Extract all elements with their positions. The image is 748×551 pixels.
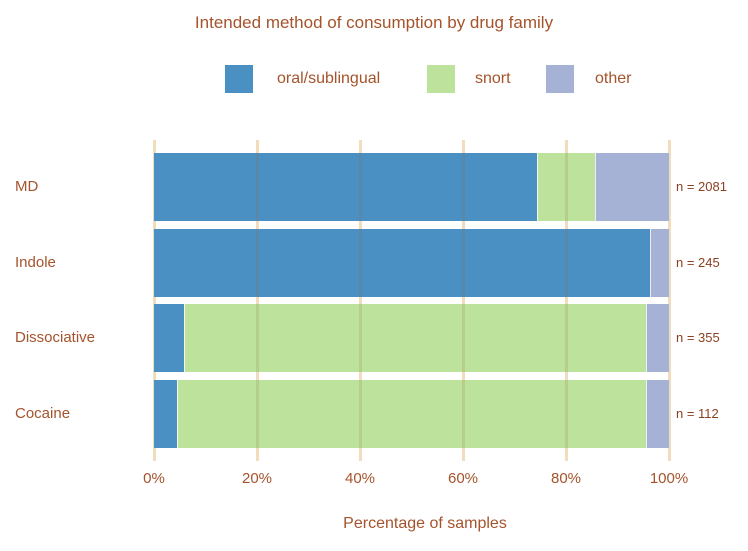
n-label: n = 245 [676, 254, 720, 270]
chart-title: Intended method of consumption by drug f… [194, 13, 554, 32]
bar-segment-oral-sublingual [154, 228, 651, 297]
bar-segment-other [645, 304, 669, 373]
x-tick-label: 20% [241, 470, 273, 487]
category-label: Cocaine [15, 404, 71, 422]
bar-segment-snort [177, 379, 646, 448]
bar-segment-other [645, 379, 669, 448]
row-grid-stripe [358, 304, 362, 373]
x-axis-title: Percentage of samples [343, 515, 507, 532]
bar-row [154, 228, 669, 297]
bar-row [154, 304, 669, 373]
row-grid-stripe [461, 228, 465, 297]
row-grid-stripe [461, 379, 465, 448]
row-grid-stripe [461, 304, 465, 373]
x-tick-label: 100% [649, 470, 689, 487]
row-grid-stripe [255, 153, 259, 221]
x-tick-label: 80% [550, 470, 582, 487]
category-label: Dissociative [15, 329, 96, 347]
row-grid-stripe [358, 228, 362, 297]
n-label: n = 2081 [676, 179, 727, 194]
legend-swatch-oral-sublingual [225, 65, 253, 93]
row-grid-stripe [358, 153, 362, 221]
x-tick-label: 0% [143, 470, 165, 487]
row-grid-stripe [564, 228, 568, 297]
bar-segment-snort [537, 153, 596, 221]
grid-line [564, 140, 568, 461]
legend-label-oral-sublingual: oral/sublingual [277, 70, 381, 87]
category-label: MD [15, 178, 39, 195]
bar-segment-other [595, 153, 669, 221]
x-tick-label: 60% [447, 470, 479, 487]
bar-segment-oral-sublingual [154, 379, 178, 448]
grid-line [461, 140, 465, 461]
bar-row [154, 153, 669, 221]
row-grid-stripe [358, 379, 362, 448]
legend-label-snort: snort [475, 70, 511, 87]
bar-segment-snort [184, 304, 646, 373]
category-label: Indole [15, 253, 56, 271]
grid-line [358, 140, 362, 461]
grid-line [255, 140, 259, 461]
row-grid-stripe [564, 153, 568, 221]
grid-line [667, 140, 671, 461]
bar-row [154, 379, 669, 448]
bar-segment-oral-sublingual [154, 304, 185, 373]
bar-segment-other [650, 228, 669, 297]
grid-line [152, 140, 156, 461]
row-grid-stripe [564, 379, 568, 448]
n-label: n = 112 [676, 405, 719, 421]
legend-label-other: other [595, 70, 632, 87]
row-grid-stripe [461, 153, 465, 221]
row-grid-stripe [255, 304, 259, 373]
bar-segment-oral-sublingual [154, 153, 538, 221]
legend-swatch-other [546, 65, 574, 93]
row-grid-stripe [255, 228, 259, 297]
row-grid-stripe [255, 379, 259, 448]
n-label: n = 355 [676, 330, 720, 346]
row-grid-stripe [564, 304, 568, 373]
legend-swatch-snort [427, 65, 455, 93]
x-tick-label: 40% [344, 470, 376, 487]
